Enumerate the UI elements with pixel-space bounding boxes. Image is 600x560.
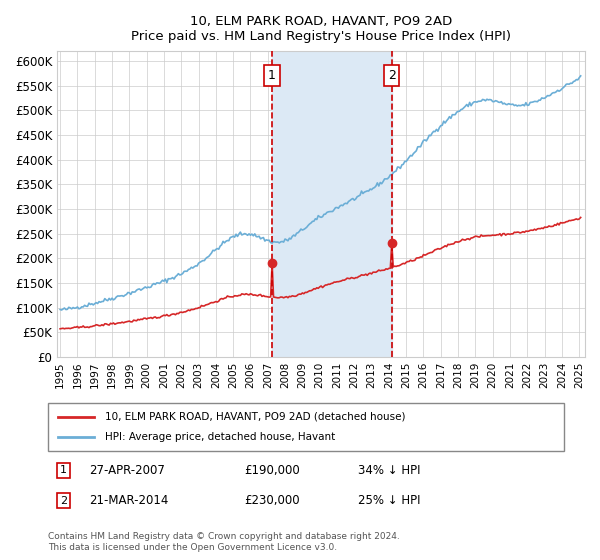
Text: 27-APR-2007: 27-APR-2007 [89, 464, 165, 477]
Text: 21-MAR-2014: 21-MAR-2014 [89, 494, 169, 507]
Bar [272, 51, 392, 357]
Title: 10, ELM PARK ROAD, HAVANT, PO9 2AD
Price paid vs. HM Land Registry's House Price: 10, ELM PARK ROAD, HAVANT, PO9 2AD Price… [131, 15, 511, 43]
FancyBboxPatch shape [48, 403, 564, 451]
Text: 34% ↓ HPI: 34% ↓ HPI [358, 464, 420, 477]
Text: £230,000: £230,000 [244, 494, 300, 507]
Text: 1: 1 [268, 69, 276, 82]
Text: 1: 1 [60, 465, 67, 475]
Text: £190,000: £190,000 [244, 464, 300, 477]
Text: Contains HM Land Registry data © Crown copyright and database right 2024.
This d: Contains HM Land Registry data © Crown c… [48, 532, 400, 552]
Text: 2: 2 [388, 69, 396, 82]
Text: HPI: Average price, detached house, Havant: HPI: Average price, detached house, Hava… [105, 432, 335, 442]
Text: 10, ELM PARK ROAD, HAVANT, PO9 2AD (detached house): 10, ELM PARK ROAD, HAVANT, PO9 2AD (deta… [105, 412, 405, 422]
Text: 25% ↓ HPI: 25% ↓ HPI [358, 494, 420, 507]
Text: 2: 2 [60, 496, 67, 506]
